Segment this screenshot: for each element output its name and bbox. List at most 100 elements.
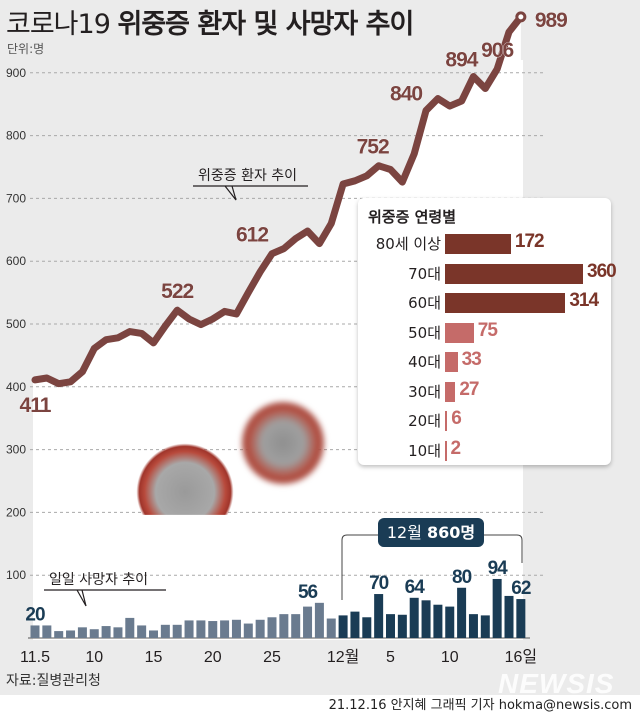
age-label: 70대 [408, 264, 441, 283]
death-bar [77, 627, 87, 638]
line-value-label: 522 [161, 280, 193, 303]
age-value: 172 [514, 231, 545, 252]
age-row: 20대 6 [358, 408, 611, 431]
death-bar [184, 620, 194, 638]
death-bar [362, 617, 372, 638]
death-bar [374, 594, 384, 638]
unit-label: 단위:명 [7, 42, 45, 56]
badge-value: 860명 [427, 523, 476, 542]
virus-blurred-icon [240, 400, 326, 486]
age-row: 60대 314 [358, 290, 611, 313]
line-value-label: 906 [481, 39, 513, 62]
age-bar [445, 322, 474, 343]
bar-value-label: 80 [452, 567, 472, 588]
age-label: 80세 이상 [375, 235, 441, 253]
death-bar [149, 630, 158, 638]
age-row: 40대 33 [358, 349, 611, 372]
bar-value-label: 64 [405, 577, 426, 598]
line-value-label: 612 [236, 224, 268, 247]
age-row: 80세 이상 172 [358, 231, 611, 254]
age-label: 40대 [408, 353, 441, 371]
line-value-label: 752 [357, 136, 389, 159]
death-bar [125, 617, 135, 638]
death-bar [314, 602, 324, 638]
death-bar [42, 625, 52, 638]
infographic: 100 200 300 400 500 600 700 800 900 11.5 10 15 20 25… [0, 0, 640, 695]
age-bar [445, 234, 511, 254]
bar-annotation-callout [44, 589, 166, 607]
death-bar [433, 604, 443, 638]
line-value-label: 840 [390, 82, 422, 105]
death-bar [303, 606, 313, 638]
december-bracket [341, 534, 523, 600]
death-bar [504, 595, 514, 638]
age-value: 27 [459, 378, 479, 400]
december-total-badge: 12월 860명 [378, 518, 484, 547]
death-bar [101, 626, 111, 638]
age-panel-title: 위중증 연령별 [368, 208, 457, 226]
line-value-label: 989 [535, 9, 567, 32]
bar-value-label: 20 [25, 604, 45, 625]
death-bar [231, 619, 241, 638]
credit-line: 21.12.16 안지혜 그래픽 기자 hokma@newsis.com [328, 698, 632, 713]
y-tick-label: 100 [6, 568, 26, 582]
death-bar [208, 621, 218, 638]
y-tick-label: 800 [6, 129, 26, 143]
x-tick-label: 25 [263, 649, 281, 666]
death-bar [30, 625, 40, 638]
age-value: 2 [450, 437, 462, 459]
bar-value-label: 94 [488, 558, 509, 579]
death-bar [326, 618, 336, 638]
death-bar [516, 599, 526, 638]
x-tick-label: 10 [441, 649, 459, 666]
death-bar [338, 615, 348, 638]
age-row: 50대 75 [358, 319, 611, 343]
death-bar [457, 587, 467, 638]
y-tick-label: 600 [6, 254, 26, 268]
bar-value-label: 62 [511, 578, 531, 599]
age-label: 20대 [408, 412, 441, 430]
age-value: 360 [587, 260, 617, 282]
line-value-label: 411 [20, 394, 52, 417]
age-label: 60대 [408, 294, 441, 312]
y-tick-label: 900 [6, 66, 26, 80]
y-tick-label: 300 [6, 443, 26, 457]
age-value: 75 [477, 319, 498, 341]
line-annotation-label: 위중증 환자 추이 [198, 168, 297, 184]
line-value-label: 894 [445, 49, 478, 72]
death-bar [480, 615, 490, 638]
badge-month: 12월 [386, 523, 422, 542]
age-label: 10대 [408, 441, 441, 460]
area-above-line [33, 0, 521, 384]
bar-value-label: 56 [298, 582, 318, 603]
age-label: 30대 [408, 382, 441, 401]
title-bold: 위중증 환자 및 사망자 추이 [117, 9, 414, 40]
age-bar [445, 411, 448, 431]
death-bar [160, 624, 170, 638]
death-bar [172, 624, 182, 638]
x-tick-label: 20 [204, 649, 222, 666]
death-bar [255, 619, 265, 638]
age-bar [445, 440, 447, 461]
death-bars [30, 578, 526, 638]
bar-annotation-label: 일일 사망자 추이 [49, 572, 148, 588]
death-bar [468, 614, 478, 638]
page-title: 코로나19 위중증 환자 및 사망자 추이 [6, 2, 414, 41]
x-tick-label: 12월 [327, 648, 360, 666]
death-bar [386, 614, 395, 638]
age-bar [445, 263, 583, 284]
y-tick-label: 500 [6, 317, 26, 331]
age-label: 50대 [408, 323, 441, 342]
icu-line-path [31, 13, 525, 388]
death-bar [350, 611, 360, 638]
death-bar [137, 625, 147, 638]
x-tick-label: 11.5 [20, 649, 50, 666]
bar-value-label: 70 [369, 573, 389, 594]
x-tick-label: 10 [85, 649, 103, 666]
death-bar [243, 623, 253, 638]
death-bar [54, 631, 64, 638]
death-bar [113, 627, 123, 638]
virus-icon [133, 440, 237, 515]
